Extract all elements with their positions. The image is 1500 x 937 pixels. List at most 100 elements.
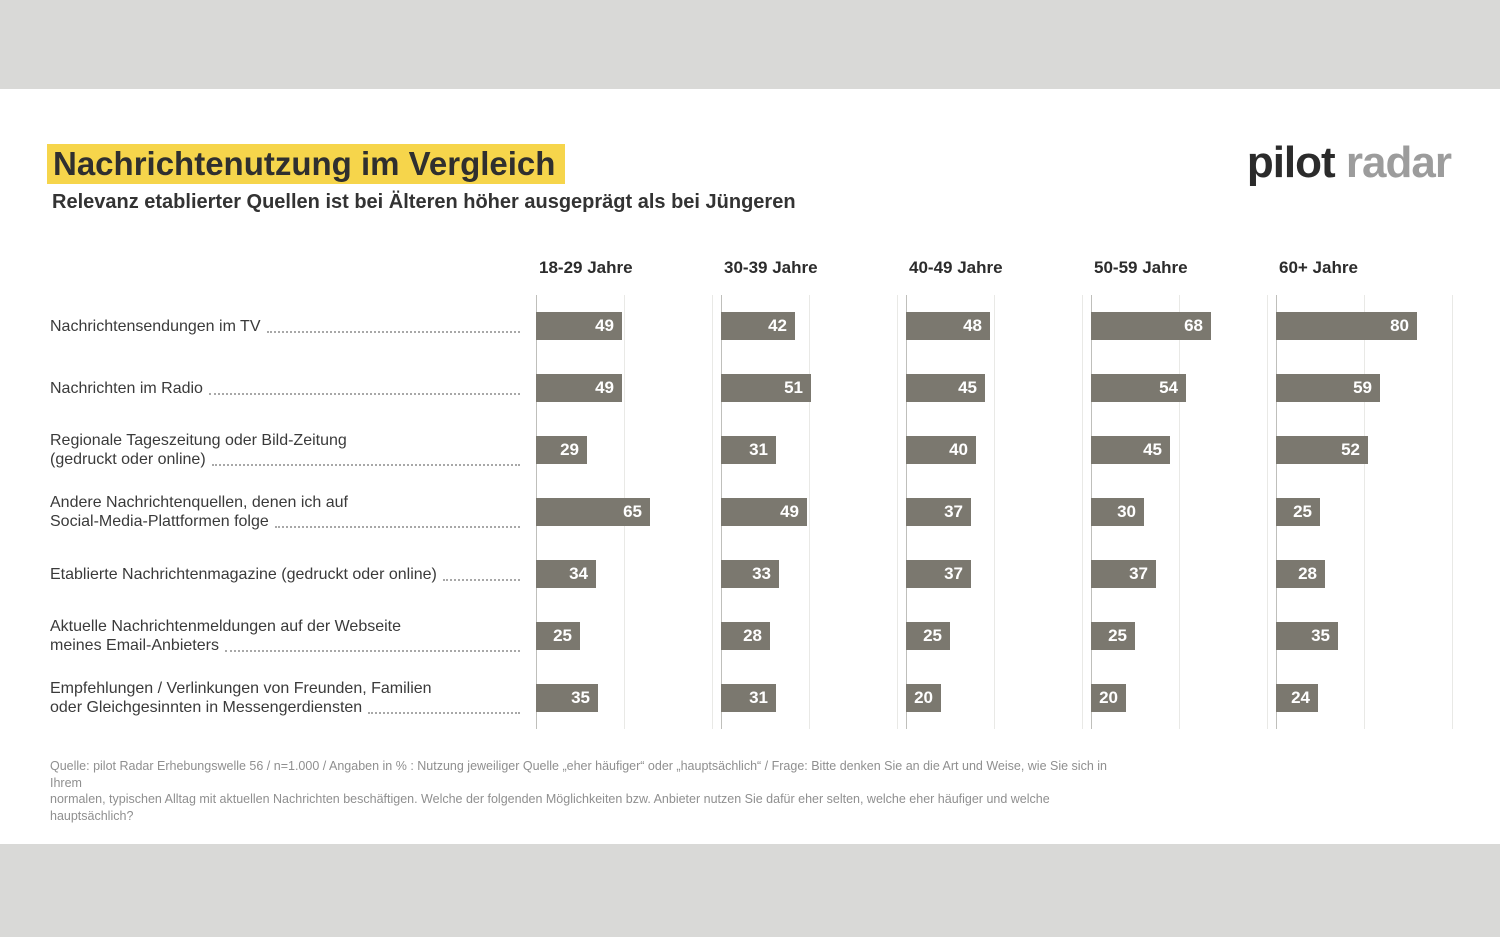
column-header-2: 40-49 Jahre — [909, 258, 1003, 277]
bar: 54 — [1091, 374, 1186, 402]
column-header-4: 60+ Jahre — [1279, 258, 1358, 277]
bar-cell: 80 — [1276, 295, 1461, 357]
footnote-line-1: Quelle: pilot Radar Erhebungswelle 56 / … — [50, 759, 1107, 790]
bar: 59 — [1276, 374, 1380, 402]
row-label-line: Nachrichten im Radio — [50, 379, 520, 398]
bar-value-label: 25 — [553, 626, 572, 645]
dotted-leader — [442, 578, 520, 581]
bar-cell: 34 — [536, 543, 721, 605]
bar: 37 — [1091, 560, 1156, 588]
bar: 35 — [536, 684, 598, 712]
bar-value-label: 25 — [1108, 626, 1127, 645]
bar-cell: 49 — [536, 357, 721, 419]
chart-row: Aktuelle Nachrichtenmeldungen auf der We… — [50, 605, 1461, 667]
bar: 25 — [1276, 498, 1320, 526]
bar-value-label: 30 — [1117, 502, 1136, 521]
bar-cell: 42 — [721, 295, 906, 357]
row-label-text: Social-Media-Plattformen folge — [50, 513, 269, 530]
column-header-1: 30-39 Jahre — [724, 258, 818, 277]
row-label-text: Andere Nachrichtenquellen, denen ich auf — [50, 494, 348, 511]
bar: 33 — [721, 560, 779, 588]
bar-value-label: 40 — [949, 440, 968, 459]
row-label: Etablierte Nachrichtenmagazine (gedruckt… — [50, 543, 536, 605]
label-column-spacer — [50, 258, 536, 282]
chart-rows: Nachrichtensendungen im TV 49 42 48 68 80 Nach… — [50, 295, 1461, 729]
bar-value-label: 59 — [1353, 378, 1372, 397]
bar-value-label: 37 — [944, 502, 963, 521]
bar: 49 — [536, 374, 622, 402]
bar: 28 — [1276, 560, 1325, 588]
bar-value-label: 31 — [749, 688, 768, 707]
bar: 40 — [906, 436, 976, 464]
row-label: Empfehlungen / Verlinkungen von Freunden… — [50, 667, 536, 729]
row-label-line: oder Gleichgesinnten in Messengerdienste… — [50, 698, 520, 717]
bar-cell: 51 — [721, 357, 906, 419]
row-label-text: Aktuelle Nachrichtenmeldungen auf der We… — [50, 618, 402, 635]
bar: 29 — [536, 436, 587, 464]
bar: 24 — [1276, 684, 1318, 712]
bar-cell: 29 — [536, 419, 721, 481]
bar-value-label: 31 — [749, 440, 768, 459]
bar-cell: 45 — [1091, 419, 1276, 481]
bar: 30 — [1091, 498, 1144, 526]
bar-cell: 31 — [721, 667, 906, 729]
dotted-leader — [208, 392, 520, 395]
row-label-text: meines Email-Anbieters — [50, 637, 219, 654]
bar: 37 — [906, 498, 971, 526]
bar: 68 — [1091, 312, 1211, 340]
bar: 42 — [721, 312, 795, 340]
bar-value-label: 49 — [780, 502, 799, 521]
bar: 49 — [721, 498, 807, 526]
bar-cell: 35 — [536, 667, 721, 729]
bar-value-label: 52 — [1341, 440, 1360, 459]
bar-value-label: 29 — [560, 440, 579, 459]
bar-cell: 40 — [906, 419, 1091, 481]
bar-cell: 28 — [1276, 543, 1461, 605]
bar-value-label: 28 — [743, 626, 762, 645]
bar-cell: 37 — [906, 481, 1091, 543]
chart-row: Nachrichten im Radio 49 51 45 54 59 — [50, 357, 1461, 419]
row-label-line: Andere Nachrichtenquellen, denen ich auf — [50, 493, 520, 512]
dotted-leader — [274, 526, 520, 528]
bar: 35 — [1276, 622, 1338, 650]
bar-cell: 68 — [1091, 295, 1276, 357]
bar-value-label: 80 — [1390, 316, 1409, 335]
bar-value-label: 45 — [1143, 440, 1162, 459]
logo-word-pilot: pilot — [1246, 138, 1336, 187]
footnote-line-2: normalen, typischen Alltag mit aktuellen… — [50, 792, 1050, 823]
bar: 80 — [1276, 312, 1417, 340]
content-area: Nachrichtenutzung im Vergleich Relevanz … — [0, 89, 1500, 844]
chart-row: Nachrichtensendungen im TV 49 42 48 68 80 — [50, 295, 1461, 357]
bar-cell: 24 — [1276, 667, 1461, 729]
bar-value-label: 37 — [1129, 564, 1148, 583]
bar: 52 — [1276, 436, 1368, 464]
bar-value-label: 25 — [923, 626, 942, 645]
row-label-text: Etablierte Nachrichtenmagazine (gedruckt… — [50, 565, 437, 583]
bar-cell: 25 — [906, 605, 1091, 667]
bar-cell: 37 — [1091, 543, 1276, 605]
column-header-0: 18-29 Jahre — [539, 258, 633, 277]
bar-cell: 49 — [536, 295, 721, 357]
bar: 49 — [536, 312, 622, 340]
bar-value-label: 51 — [784, 378, 803, 397]
row-label-line: Social-Media-Plattformen folge — [50, 512, 520, 531]
column-header-3: 50-59 Jahre — [1094, 258, 1188, 277]
bar-cell: 33 — [721, 543, 906, 605]
bar-value-label: 68 — [1184, 316, 1203, 335]
row-label-text: Nachrichtensendungen im TV — [50, 317, 261, 335]
page-subtitle: Relevanz etablierter Quellen ist bei Ält… — [52, 191, 796, 213]
page-title: Nachrichtenutzung im Vergleich — [47, 144, 566, 184]
row-label-line: meines Email-Anbieters — [50, 636, 520, 655]
bar-value-label: 42 — [768, 316, 787, 335]
bar-value-label: 48 — [963, 316, 982, 335]
bar-cell: 54 — [1091, 357, 1276, 419]
row-label: Regionale Tageszeitung oder Bild-Zeitung… — [50, 419, 536, 481]
bar-value-label: 34 — [569, 564, 588, 583]
bar-cell: 65 — [536, 481, 721, 543]
chart-row: Etablierte Nachrichtenmagazine (gedruckt… — [50, 543, 1461, 605]
bar-cell: 20 — [1091, 667, 1276, 729]
bar-cell: 37 — [906, 543, 1091, 605]
bar-cell: 59 — [1276, 357, 1461, 419]
dotted-leader — [368, 712, 520, 714]
